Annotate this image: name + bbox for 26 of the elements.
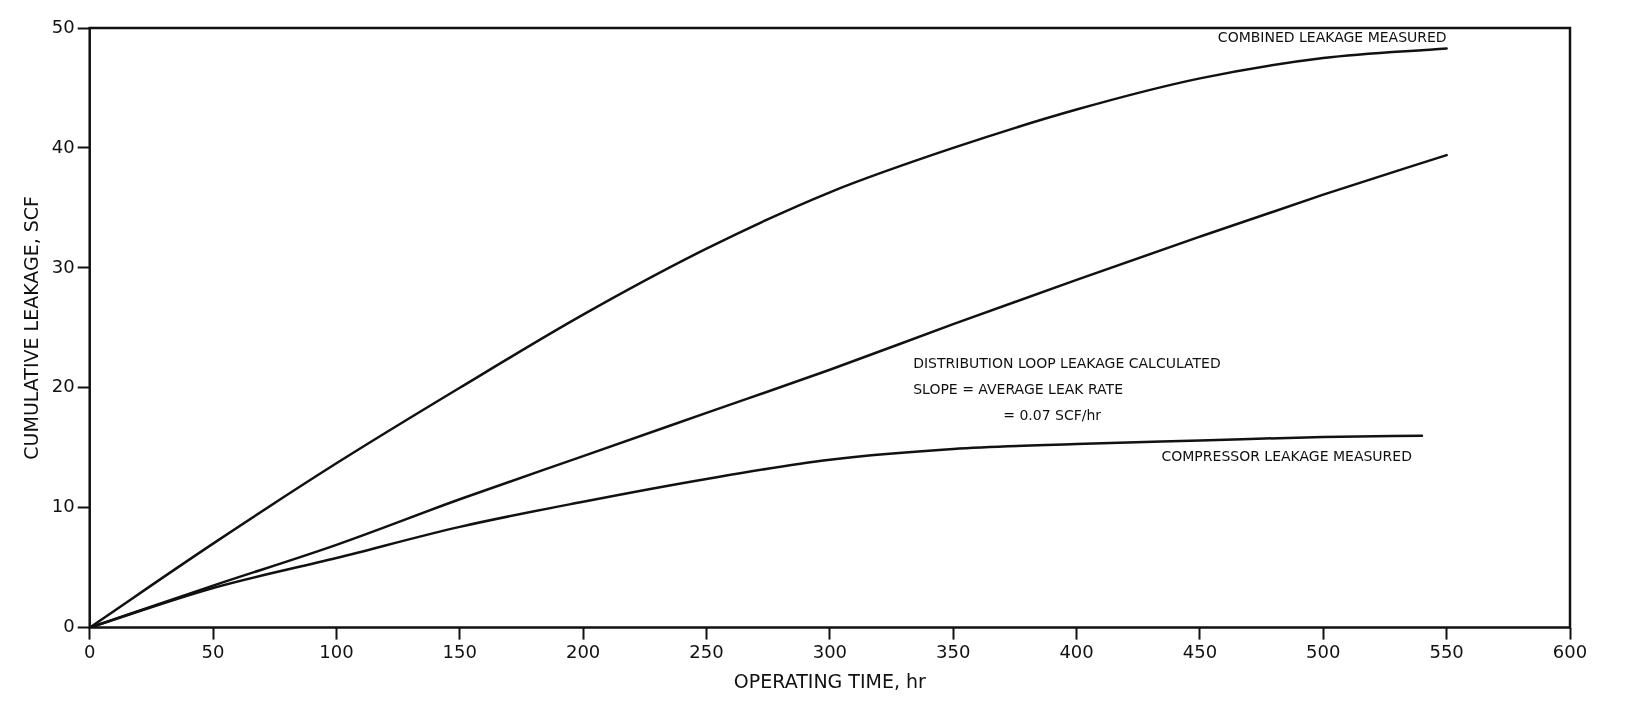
series-label: COMPRESSOR LEAKAGE MEASURED — [1161, 448, 1412, 465]
x-tick-label: 450 — [1182, 641, 1218, 663]
x-tick-label: 400 — [1059, 641, 1094, 663]
x-tick-label: 300 — [812, 641, 848, 663]
y-tick-label: 40 — [51, 135, 75, 157]
x-axis-title: OPERATING TIME, hr — [733, 669, 927, 692]
y-axis-title: CUMULATIVE LEAKAGE, SCF — [20, 195, 43, 460]
x-tick-label: 350 — [936, 641, 971, 663]
y-tick-label: 30 — [51, 255, 75, 277]
x-tick-label: 200 — [565, 641, 601, 663]
x-tick-label: 600 — [1552, 641, 1588, 663]
y-tick-label: 20 — [51, 375, 75, 397]
y-tick-label: 50 — [51, 15, 75, 37]
x-tick-label: 50 — [201, 641, 225, 663]
y-tick-label: 10 — [51, 495, 75, 517]
annotation: SLOPE = AVERAGE LEAK RATE — [913, 380, 1123, 397]
x-tick-label: 150 — [442, 641, 477, 663]
x-tick-label: 550 — [1429, 641, 1464, 663]
annotation: = 0.07 SCF/hr — [1003, 406, 1102, 423]
series-label: COMBINED LEAKAGE MEASURED — [1217, 29, 1447, 46]
x-tick-label: 250 — [689, 641, 724, 663]
y-tick-label: 0 — [63, 615, 75, 637]
series-label: DISTRIBUTION LOOP LEAKAGE CALCULATED — [913, 354, 1221, 371]
x-tick-label: 500 — [1306, 641, 1341, 663]
x-tick-label: 0 — [83, 641, 96, 663]
x-tick-label: 100 — [319, 641, 354, 663]
